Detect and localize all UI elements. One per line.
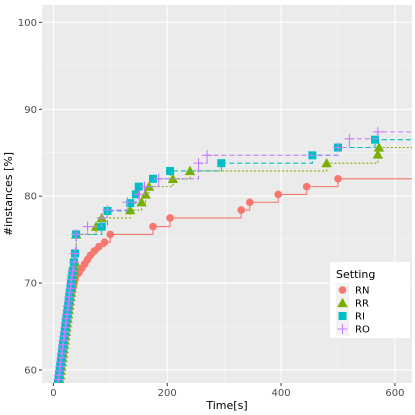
legend-items: RN RR RI RO: [336, 283, 370, 336]
point-ro: [62, 309, 73, 320]
point-ro: [55, 357, 66, 368]
point-ri: [166, 166, 175, 175]
point-ro: [57, 344, 68, 355]
legend-item-ri: RI: [336, 309, 365, 323]
x-tick-label: 0: [50, 388, 56, 399]
point-ro: [61, 313, 72, 324]
point-rn: [334, 174, 342, 183]
point-ro: [64, 287, 75, 298]
point-ro: [133, 189, 144, 200]
x-axis-title: Time[s]: [205, 399, 247, 412]
point-ri: [371, 135, 379, 144]
point-ro: [66, 278, 77, 289]
legend-item-ro: RO: [336, 322, 370, 336]
y-tick-label: 90: [24, 105, 37, 116]
legend-marker-rn: [338, 286, 347, 294]
point-ro: [67, 265, 78, 276]
legend-marker-ro: [337, 324, 348, 334]
point-ro: [54, 365, 65, 376]
point-rn: [106, 230, 115, 239]
point-ro: [56, 348, 67, 359]
point-ro: [70, 248, 81, 259]
point-ro: [57, 378, 59, 383]
point-ro: [68, 257, 79, 268]
point-ro: [54, 370, 65, 381]
point-ri: [126, 199, 135, 208]
point-rn: [302, 182, 311, 191]
axes: 0 200 400 600 60 70 80 90 100: [18, 18, 405, 399]
point-ro: [60, 322, 71, 333]
point-rn: [166, 214, 174, 222]
x-tick-label: 600: [385, 388, 404, 399]
point-rn: [274, 190, 283, 199]
point-ri: [149, 174, 157, 183]
point-ro: [102, 205, 113, 216]
legend-label: RN: [355, 286, 369, 297]
point-ro: [53, 374, 64, 383]
legend-title: Setting: [336, 268, 375, 281]
legend-marker-ri: [338, 312, 347, 320]
point-ro: [344, 133, 355, 144]
x-tick-label: 200: [158, 388, 177, 399]
point-ro: [65, 283, 76, 294]
point-rn: [245, 198, 254, 207]
point-ro: [153, 173, 164, 184]
point-ro: [64, 291, 75, 302]
point-ro: [58, 339, 69, 350]
y-axis-title: #instances [%]: [2, 152, 15, 236]
series-ro: [53, 126, 412, 383]
point-ro: [56, 352, 67, 363]
point-ro: [333, 142, 343, 153]
point-rn: [95, 242, 103, 251]
point-ro: [71, 229, 82, 240]
point-rr: [372, 149, 384, 159]
point-ro: [60, 318, 71, 329]
point-ro: [63, 300, 74, 311]
legend-label: RO: [355, 325, 370, 336]
point-ri: [134, 182, 143, 191]
y-tick-label: 100: [18, 18, 37, 29]
point-ro: [202, 150, 213, 161]
y-tick-label: 60: [24, 365, 37, 376]
point-ro: [122, 197, 133, 208]
point-ro: [62, 305, 73, 316]
point-ro: [82, 221, 93, 232]
point-rr: [125, 204, 136, 215]
legend: Setting RN RR RI RO: [330, 262, 410, 338]
point-ro: [63, 296, 74, 307]
point-rr: [373, 142, 385, 152]
x-tick-label: 400: [272, 388, 291, 399]
y-tick-label: 70: [24, 279, 37, 290]
legend-item-rn: RN: [336, 283, 369, 297]
series-layer: [53, 126, 412, 383]
point-ro: [139, 181, 150, 192]
legend-marker-rr: [337, 297, 348, 308]
point-ro: [193, 158, 204, 169]
point-ro: [59, 326, 70, 337]
point-rn: [149, 222, 157, 231]
point-rn: [237, 206, 246, 214]
legend-item-rr: RR: [336, 296, 369, 310]
point-rr: [140, 189, 151, 199]
legend-label: RR: [355, 299, 369, 310]
point-rn: [100, 238, 109, 247]
y-tick-label: 80: [24, 192, 37, 203]
legend-label: RI: [355, 312, 365, 323]
point-rr: [136, 197, 147, 207]
point-ro: [58, 335, 69, 346]
point-ro: [66, 274, 77, 285]
point-ro: [372, 126, 383, 137]
point-ro: [67, 270, 78, 281]
point-rr: [321, 157, 332, 168]
point-ri: [217, 159, 226, 168]
point-ro: [59, 331, 70, 342]
point-ro: [96, 212, 107, 223]
point-ro: [55, 361, 66, 372]
